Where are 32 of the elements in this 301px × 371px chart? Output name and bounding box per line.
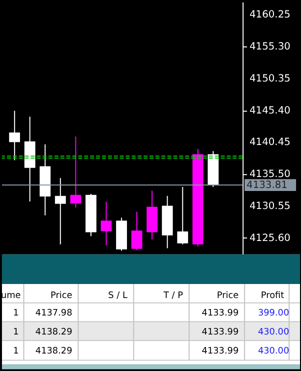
y-tick-label: 4140.45 [250, 137, 290, 148]
text: 4133.99 [202, 346, 239, 356]
y-tick-label: 4155.30 [250, 42, 290, 53]
text: Price [50, 290, 72, 301]
y-tick-label: 4145.40 [250, 105, 290, 116]
text: 430.00 [258, 328, 290, 338]
candlestick [9, 110, 20, 161]
text: S / L [108, 290, 128, 301]
text: Profit [260, 290, 285, 301]
text: Price [216, 290, 239, 301]
ref-line-label: 4133.81 [246, 180, 288, 191]
text: 4138.29 [35, 346, 73, 356]
y-tick-label: 4130.55 [250, 200, 290, 212]
text: 4133.99 [202, 308, 239, 319]
candlestick [54, 178, 66, 245]
candlestick [131, 211, 142, 251]
text: 1 [13, 328, 19, 338]
y-tick-label: 4160.25 [250, 10, 290, 21]
text: 1 [13, 308, 19, 319]
y-tick-label: 4150.35 [250, 73, 290, 84]
text: 430.00 [258, 346, 290, 356]
text: 399.00 [258, 308, 290, 319]
y-tick-label: 4135.50 [250, 169, 290, 180]
y-tick-label: 4125.60 [250, 232, 290, 244]
text: T / P [162, 290, 184, 301]
text: 4137.98 [35, 308, 73, 319]
text: 1 [13, 346, 19, 356]
candlestick [177, 186, 188, 245]
candlestick [100, 201, 112, 246]
candlestick [70, 136, 82, 208]
text: 4133.99 [202, 328, 239, 338]
text: 4138.29 [35, 328, 73, 338]
